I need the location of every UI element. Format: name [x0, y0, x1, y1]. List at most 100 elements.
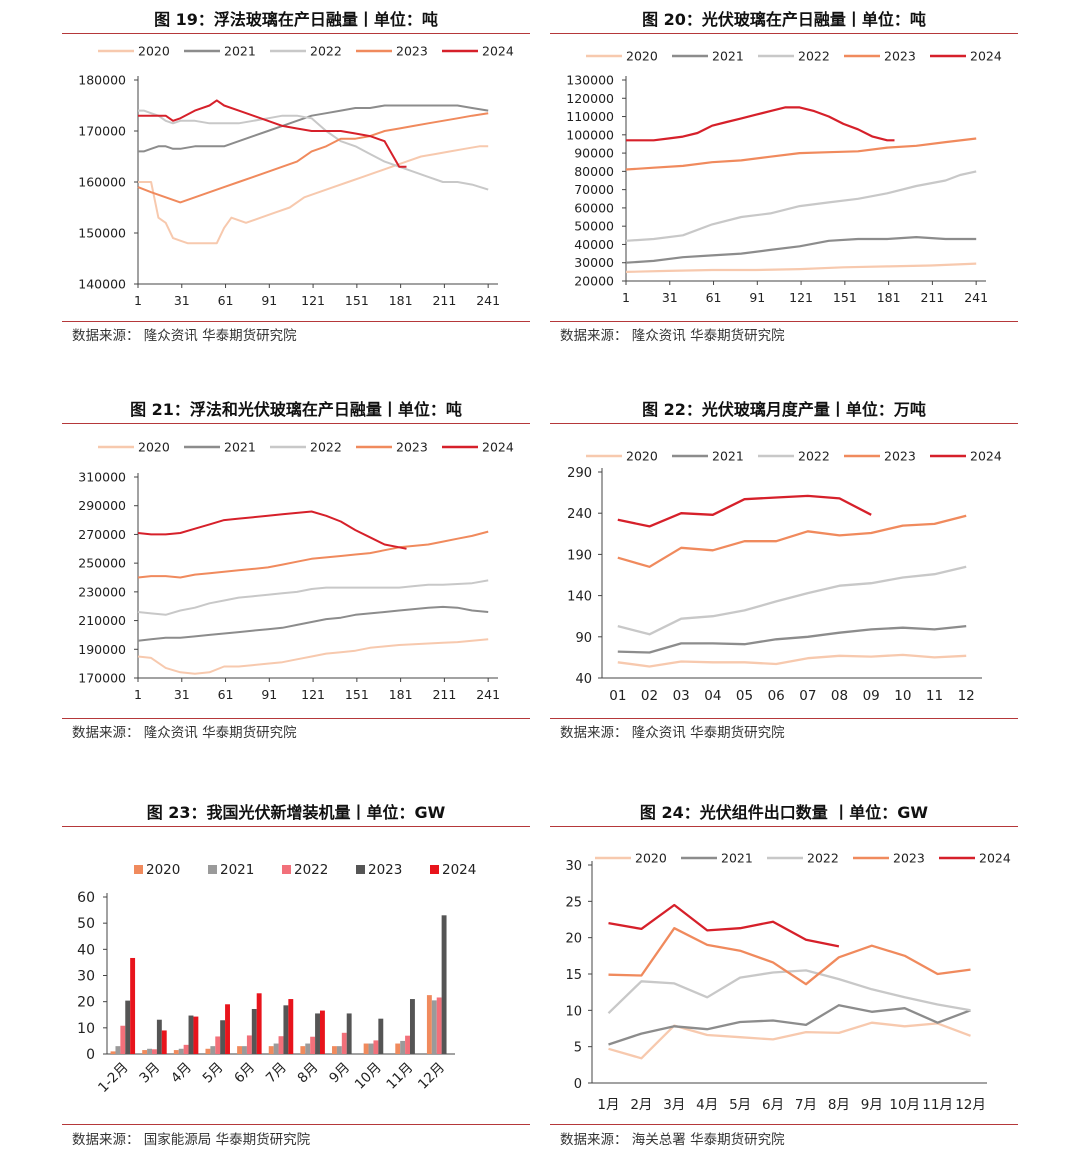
legend-label-2024: 2024 [970, 449, 1002, 464]
x-tick-label: 7月 [795, 1097, 817, 1113]
x-tick-label: 241 [476, 687, 500, 702]
chart-title: 图 20：光伏玻璃在产日融量丨单位：吨 [642, 10, 926, 29]
series-line-2023 [608, 927, 971, 986]
bar-2024 [130, 957, 136, 1054]
y-tick-label: 60 [77, 890, 95, 906]
bar-2022 [436, 997, 442, 1054]
legend-label-2022: 2022 [310, 440, 342, 455]
bar-2023 [251, 1008, 257, 1054]
y-tick-label: 190 [567, 548, 592, 563]
y-tick-label: 170000 [78, 671, 126, 686]
y-tick-label: 230000 [78, 584, 126, 599]
series-line-2020 [137, 638, 489, 675]
y-tick-label: 20 [565, 932, 582, 947]
bar-2020 [268, 1046, 274, 1054]
series-line-2024 [617, 494, 872, 528]
legend-swatch-2023 [356, 865, 365, 874]
legend-label-2020: 2020 [626, 49, 658, 64]
bar-2021 [431, 1000, 437, 1054]
x-tick-label: 241 [964, 290, 988, 305]
title-rule [62, 423, 530, 424]
series-line-2021 [625, 236, 977, 264]
y-tick-label: 140 [567, 590, 592, 605]
y-tick-label: 0 [574, 1077, 582, 1092]
x-tick-label: 31 [174, 687, 190, 702]
x-tick-label: 03 [673, 688, 690, 704]
x-tick-label: 12月 [955, 1097, 986, 1113]
bar-2021 [147, 1048, 153, 1054]
y-tick-label: 90 [575, 631, 592, 646]
legend-label-2021: 2021 [712, 449, 744, 464]
chart-panel-fig20: 图 20：光伏玻璃在产日融量丨单位：吨 2020 2021 2022 2023 2024… [550, 7, 1018, 344]
legend-swatch-2021 [208, 865, 217, 874]
x-tick-label: 10月 [352, 1060, 385, 1093]
series-line-2024 [626, 106, 895, 142]
chart-title: 图 23：我国光伏新增装机量丨单位：GW [146, 803, 446, 822]
title-rule [62, 826, 530, 827]
y-tick-label: 50 [77, 916, 95, 932]
bar-2020 [173, 1050, 179, 1054]
bar-2023 [125, 1000, 131, 1054]
legend-label-2023: 2023 [884, 449, 916, 464]
series-line-2020 [608, 1021, 971, 1060]
series-line-2022 [617, 565, 967, 636]
line-chart-fig19: 2020 2021 2022 2023 2024 140000 150000 160000 17… [78, 44, 514, 309]
bar-2024 [225, 1004, 230, 1054]
x-tick-label: 91 [261, 293, 277, 308]
y-tick-label: 20000 [574, 274, 614, 289]
bar-2020 [142, 1050, 148, 1054]
legend-label-2024: 2024 [442, 862, 476, 878]
bar-2023 [220, 1020, 226, 1054]
bottom-rule [62, 1124, 530, 1125]
bar-2024 [161, 1030, 167, 1054]
bar-2023 [315, 1013, 320, 1054]
bar-chart-fig23: 2020 2021 2022 2023 2024 0 10 20 30 40 50 60 1-2月 3月 4… [77, 862, 476, 1096]
bar-2021 [210, 1046, 216, 1054]
x-tick-label: 61 [218, 293, 234, 308]
y-tick-label: 15 [565, 968, 582, 983]
legend-label-2021: 2021 [224, 44, 256, 59]
x-tick-label: 211 [432, 687, 456, 702]
x-tick-label: 4月 [168, 1060, 195, 1087]
bar-2020 [363, 1043, 369, 1054]
chart-panel-fig21: 图 21：浮法和光伏玻璃在产日融量丨单位：吨 2020 2021 2022 2023 2… [62, 397, 530, 741]
bar-2020 [332, 1046, 337, 1054]
x-tick-label: 09 [863, 688, 880, 704]
y-tick-label: 110000 [566, 109, 614, 124]
source-note: 数据来源： 隆众资讯 华泰期货研究院 [72, 725, 297, 741]
y-tick-label: 290000 [78, 498, 126, 513]
y-tick-label: 10 [565, 1004, 582, 1019]
legend-label-2024: 2024 [482, 440, 514, 455]
x-tick-label: 91 [749, 290, 765, 305]
legend-label-2021: 2021 [220, 862, 254, 878]
y-tick-label: 270000 [78, 527, 126, 542]
y-tick-label: 150000 [78, 226, 126, 241]
y-tick-label: 10 [77, 1021, 95, 1037]
bar-2024 [256, 993, 262, 1054]
bottom-rule [550, 1124, 1018, 1125]
x-tick-label: 6月 [762, 1097, 784, 1113]
legend-label-2020: 2020 [138, 44, 170, 59]
series-line-2021 [137, 605, 489, 642]
x-tick-label: 9月 [861, 1097, 883, 1113]
y-tick-label: 210000 [78, 613, 126, 628]
y-tick-label: 40000 [574, 237, 614, 252]
y-tick-label: 250000 [78, 556, 126, 571]
x-tick-label: 7月 [263, 1060, 290, 1087]
series-line-2020 [625, 262, 977, 273]
bar-2024 [319, 1010, 325, 1054]
legend-label-2023: 2023 [368, 862, 402, 878]
x-tick-label: 4月 [696, 1097, 718, 1113]
bottom-rule [62, 718, 530, 719]
legend-label-2022: 2022 [310, 44, 342, 59]
y-tick-label: 130000 [566, 73, 614, 88]
bar-2022 [183, 1044, 189, 1054]
bottom-rule [62, 321, 530, 322]
bar-2023 [378, 1018, 384, 1054]
x-tick-label: 181 [389, 293, 413, 308]
bar-2021 [242, 1046, 247, 1054]
series-line-2021 [138, 104, 489, 153]
chart-panel-fig23: 图 23：我国光伏新增装机量丨单位：GW 2020 2021 2022 2023 202… [62, 800, 530, 1150]
x-tick-label: 3月 [663, 1097, 685, 1113]
source-note: 数据来源： 隆众资讯 华泰期货研究院 [560, 328, 785, 344]
